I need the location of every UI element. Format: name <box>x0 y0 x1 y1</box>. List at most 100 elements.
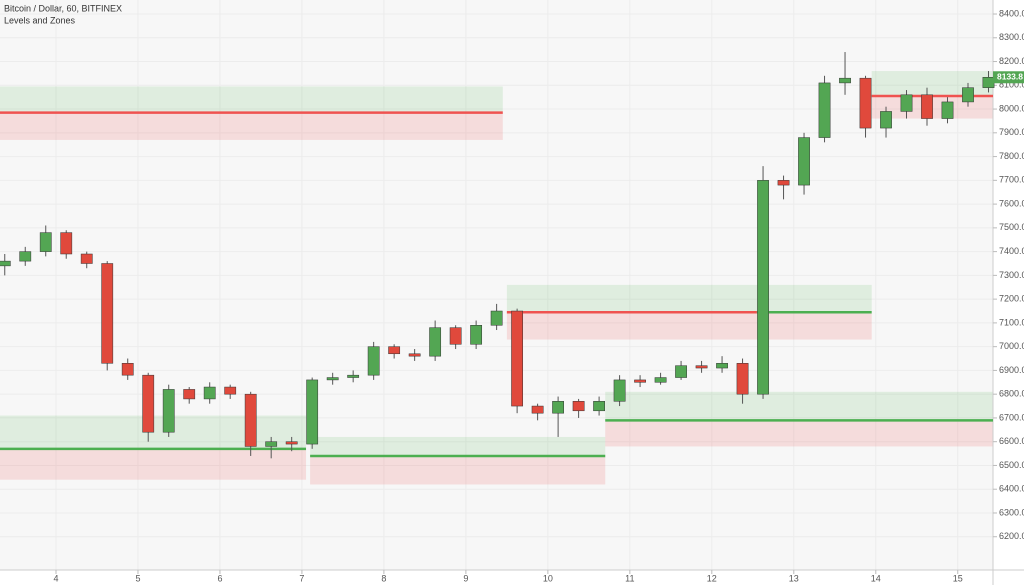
candle-body <box>162 389 175 433</box>
candle-body <box>265 441 278 447</box>
candle-body <box>593 401 605 412</box>
candle-body <box>470 325 483 345</box>
y-tick-label: 7100.0 <box>999 317 1024 327</box>
candle-body <box>429 327 442 357</box>
y-tick-label: 8200.0 <box>999 56 1024 66</box>
y-tick-label: 7000.0 <box>999 341 1024 351</box>
candle-body <box>203 386 216 400</box>
candle-body <box>388 346 401 355</box>
candle-body <box>224 386 237 395</box>
y-tick-label: 6500.0 <box>999 460 1024 470</box>
y-tick-label: 6400.0 <box>999 484 1024 494</box>
candle-body <box>572 401 585 412</box>
candle-body <box>244 393 257 447</box>
y-tick-label: 8400.0 <box>999 8 1024 18</box>
y-tick-label: 6900.0 <box>999 365 1024 375</box>
candle-body <box>757 180 769 395</box>
x-tick-label: 6 <box>217 573 222 583</box>
y-tick-label: 8100.0 <box>999 80 1024 90</box>
x-tick-label: 12 <box>707 573 717 583</box>
zone-lower <box>0 448 307 480</box>
candle-body <box>490 310 503 326</box>
candle-body <box>19 251 32 262</box>
y-tick-label: 8000.0 <box>999 103 1024 113</box>
candle-body <box>531 405 544 414</box>
x-tick-label: 14 <box>871 573 881 583</box>
candle-body <box>777 180 790 186</box>
candle-body <box>716 363 728 369</box>
y-tick-label: 6300.0 <box>999 507 1024 517</box>
candle-body <box>880 111 892 129</box>
y-tick-label: 7600.0 <box>999 198 1024 208</box>
candle-body <box>634 379 646 383</box>
candle-body <box>408 353 421 357</box>
y-tick-label: 7500.0 <box>999 222 1024 232</box>
x-tick-label: 15 <box>953 573 963 583</box>
y-tick-label: 7300.0 <box>999 270 1024 280</box>
candle-body <box>839 77 851 84</box>
candle-body <box>326 377 339 381</box>
candle-body <box>511 310 524 407</box>
zone-lower <box>310 455 606 485</box>
candle-body <box>982 77 995 88</box>
candle-body <box>183 389 196 400</box>
y-tick-label: 8300.0 <box>999 32 1024 42</box>
chart-subtitle: Levels and Zones <box>4 15 76 25</box>
zone-lower <box>756 312 872 340</box>
zone-upper <box>310 436 606 456</box>
candle-body <box>818 82 831 138</box>
x-tick-label: 10 <box>543 573 553 583</box>
candle-body <box>695 365 708 369</box>
candle-body <box>736 363 749 395</box>
x-tick-label: 5 <box>135 573 140 583</box>
zone-upper <box>605 391 993 421</box>
y-tick-label: 7700.0 <box>999 175 1024 185</box>
y-tick-label: 7900.0 <box>999 127 1024 137</box>
y-tick-label: 7400.0 <box>999 246 1024 256</box>
candle-body <box>80 253 93 264</box>
y-tick-label: 6700.0 <box>999 412 1024 422</box>
candle-body <box>900 94 913 112</box>
x-tick-label: 8 <box>381 573 386 583</box>
y-tick-label: 6800.0 <box>999 389 1024 399</box>
y-tick-label: 7200.0 <box>999 294 1024 304</box>
x-tick-label: 11 <box>625 573 634 583</box>
zone-upper <box>0 86 503 113</box>
zone-upper <box>871 71 993 96</box>
candle-body <box>798 137 810 186</box>
zone-lower <box>506 312 757 340</box>
candle-body <box>449 327 462 345</box>
x-tick-label: 13 <box>789 573 799 583</box>
candle-body <box>654 377 667 383</box>
x-tick-label: 4 <box>53 573 58 583</box>
y-tick-label: 7800.0 <box>999 151 1024 161</box>
candle-body <box>347 374 360 378</box>
candle-body <box>367 346 380 376</box>
candle-body <box>859 77 872 129</box>
candle-body <box>306 379 319 445</box>
last-price-tag <box>993 71 1024 84</box>
chart-title: Bitcoin / Dollar, 60, BITFINEX <box>4 3 122 13</box>
x-tick-label: 9 <box>463 573 468 583</box>
candle-body <box>285 441 298 445</box>
candle-body <box>39 232 52 252</box>
x-tick-label: 7 <box>299 573 304 583</box>
candle-body <box>121 363 134 376</box>
candle-body <box>613 379 626 402</box>
zone-lower <box>0 112 503 140</box>
candle-body <box>101 263 114 364</box>
zone-upper <box>756 284 872 313</box>
candle-body <box>552 401 564 414</box>
y-tick-label: 6200.0 <box>999 531 1024 541</box>
last-price-label: 8133.8 <box>997 72 1023 82</box>
zone-upper <box>506 284 757 313</box>
zone-lower <box>605 420 993 447</box>
candle-body <box>941 101 954 119</box>
candle-body <box>962 87 974 103</box>
y-tick-label: 6600.0 <box>999 436 1024 446</box>
candle-body <box>142 374 155 433</box>
candle-body <box>921 94 933 119</box>
candle-body <box>675 365 687 378</box>
candle-body <box>0 260 11 267</box>
